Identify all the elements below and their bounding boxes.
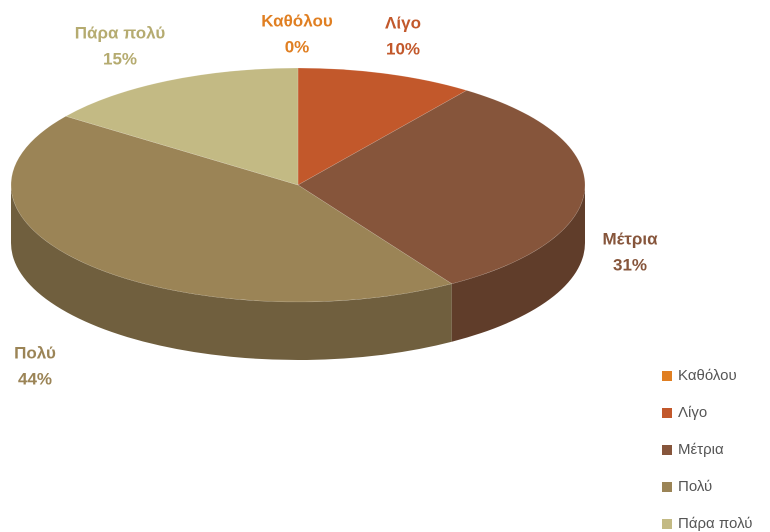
legend-label: Λίγο bbox=[678, 404, 707, 421]
slice-side bbox=[451, 185, 585, 342]
data-label-name: Καθόλου bbox=[261, 11, 333, 30]
data-label-name: Λίγο bbox=[385, 13, 421, 32]
legend-swatch bbox=[662, 519, 672, 529]
legend-label: Καθόλου bbox=[678, 367, 737, 384]
data-label-value: 10% bbox=[386, 39, 420, 58]
legend-label: Μέτρια bbox=[678, 441, 724, 458]
legend-label: Πάρα πολύ bbox=[678, 515, 752, 532]
data-label-name: Πολύ bbox=[14, 343, 56, 362]
data-label-name: Μέτρια bbox=[602, 229, 658, 248]
slice bbox=[297, 67, 468, 186]
slice bbox=[65, 67, 299, 186]
legend-swatch bbox=[662, 408, 672, 418]
slice-side bbox=[11, 185, 452, 361]
slice bbox=[10, 115, 453, 303]
legend-swatch bbox=[662, 445, 672, 455]
data-label-value: 44% bbox=[18, 369, 52, 388]
data-label-name: Πάρα πολύ bbox=[75, 23, 166, 42]
legend-swatch bbox=[662, 482, 672, 492]
legend-label: Πολύ bbox=[678, 478, 712, 495]
slice bbox=[297, 90, 586, 285]
legend-swatch bbox=[662, 371, 672, 381]
data-label-value: 31% bbox=[613, 255, 647, 274]
data-label-value: 15% bbox=[103, 49, 137, 68]
data-label-value: 0% bbox=[285, 37, 310, 56]
